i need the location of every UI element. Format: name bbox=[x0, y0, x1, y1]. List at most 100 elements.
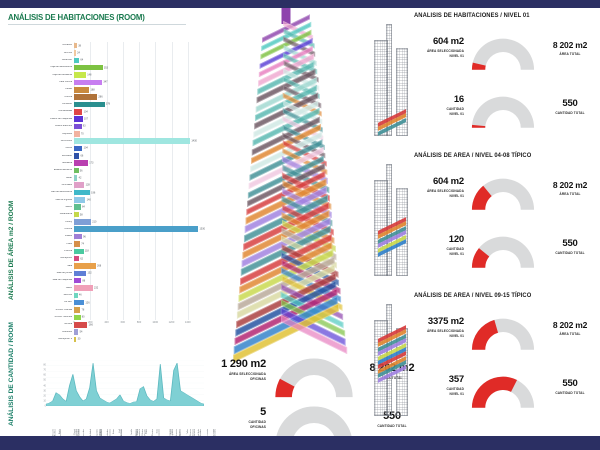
bar[interactable] bbox=[74, 108, 83, 115]
bar-chart-row[interactable]: Closet 188 bbox=[28, 86, 204, 93]
bar-chart-row[interactable]: Contabilidad 104 bbox=[28, 108, 204, 115]
bar-chart-row[interactable]: Hall de ascensores 196 bbox=[28, 189, 204, 196]
gauge-chart[interactable] bbox=[466, 172, 540, 212]
bar-chart-row[interactable]: Servicio 46 bbox=[28, 292, 204, 299]
bar[interactable] bbox=[74, 241, 80, 247]
bar-chart-row[interactable]: SS.HH. Damas 78 bbox=[28, 306, 204, 313]
bar-chart-row[interactable]: Sala de juntas 152 bbox=[28, 270, 204, 277]
bar[interactable] bbox=[74, 307, 81, 313]
bar-chart-row[interactable]: SS.HH. 126 bbox=[28, 299, 204, 306]
bar[interactable] bbox=[74, 101, 105, 108]
bar-chart-row[interactable]: Cuarto de máquinas 107 bbox=[28, 115, 204, 122]
bar[interactable] bbox=[74, 248, 84, 255]
bar[interactable] bbox=[74, 211, 79, 218]
bar-chart-row[interactable]: Pasillo 96 bbox=[28, 233, 204, 240]
bar[interactable] bbox=[74, 86, 90, 93]
gauge-chart[interactable] bbox=[466, 90, 540, 130]
bar-chart-row[interactable]: Escalera 173 bbox=[28, 160, 204, 167]
bar[interactable] bbox=[74, 72, 87, 78]
bar-chart-row[interactable]: Gimnasio 128 bbox=[28, 182, 204, 189]
bar[interactable] bbox=[74, 50, 76, 56]
bar[interactable] bbox=[74, 94, 98, 100]
bar-chart-row[interactable]: Caja de escaleras 148 bbox=[28, 71, 204, 78]
bar[interactable] bbox=[74, 42, 78, 49]
bar[interactable] bbox=[74, 255, 80, 262]
bar-chart-row[interactable]: Cuarto eléctrico 93 bbox=[28, 123, 204, 130]
bar-chart-row[interactable]: Estar 42 bbox=[28, 174, 204, 181]
bar-chart-row[interactable]: Almacén 38 bbox=[28, 42, 204, 49]
bar[interactable] bbox=[74, 321, 88, 328]
bar[interactable] bbox=[74, 299, 85, 306]
bar-chart-row[interactable]: Enfriador 66 bbox=[28, 152, 204, 159]
bim-tower-3d-model[interactable] bbox=[206, 8, 366, 363]
bar[interactable] bbox=[74, 197, 86, 203]
bar-chart-row[interactable]: Ducto 104 bbox=[28, 145, 204, 152]
bar[interactable] bbox=[74, 329, 79, 335]
bar-chart-row[interactable]: Patio 74 bbox=[28, 240, 204, 247]
bar[interactable] bbox=[74, 204, 81, 211]
gauge-chart[interactable] bbox=[466, 230, 540, 270]
gauge-chart[interactable] bbox=[268, 350, 360, 400]
tower-wireframe-diagram[interactable] bbox=[370, 304, 416, 428]
bar[interactable] bbox=[74, 233, 82, 240]
bar[interactable] bbox=[74, 219, 92, 225]
bar[interactable] bbox=[74, 314, 81, 321]
bar[interactable] bbox=[74, 189, 90, 196]
bar[interactable] bbox=[74, 263, 96, 269]
bar-chart-row[interactable]: Recepción 62 bbox=[28, 255, 204, 262]
bar-value-label: 232 bbox=[94, 286, 99, 290]
bar[interactable] bbox=[74, 123, 82, 130]
bar-chart-row[interactable]: Dormitorio 1430 bbox=[28, 137, 204, 144]
bar-value-label: 96 bbox=[82, 235, 86, 239]
bar-chart-row[interactable]: Hall de ingreso 140 bbox=[28, 196, 204, 203]
tower-wireframe-diagram[interactable] bbox=[370, 24, 416, 148]
bar-category-label: Archivo bbox=[63, 51, 73, 54]
bar[interactable] bbox=[74, 160, 89, 166]
bar[interactable] bbox=[74, 64, 103, 71]
bar-chart-row[interactable]: Caja de ascensores 353 bbox=[28, 64, 204, 71]
area-category-label: Hall bbox=[118, 429, 121, 433]
bar-chart-row[interactable]: Comedor 378 bbox=[28, 101, 204, 108]
bar-chart-row[interactable]: Estacionamiento 56 bbox=[28, 167, 204, 174]
bar-chart-row[interactable]: Salón 232 bbox=[28, 284, 204, 291]
bar[interactable] bbox=[74, 145, 83, 152]
bar-chart-row[interactable]: Piscina 118 bbox=[28, 248, 204, 255]
bar-chart-row[interactable]: Lavandería 58 bbox=[28, 211, 204, 218]
bar[interactable] bbox=[74, 270, 87, 277]
bar-track: 166 bbox=[74, 321, 204, 328]
bar[interactable] bbox=[74, 57, 80, 64]
tower-wireframe-diagram[interactable] bbox=[370, 164, 416, 288]
bar[interactable] bbox=[74, 226, 199, 233]
bar-value-label: 210 bbox=[92, 220, 97, 224]
bar-chart-row[interactable]: Recepción 2 30 bbox=[28, 336, 204, 343]
bar-chart-row[interactable]: Archivo 24 bbox=[28, 49, 204, 56]
bar[interactable] bbox=[74, 153, 80, 159]
bar-chart-row[interactable]: Terraza 166 bbox=[28, 321, 204, 328]
bar[interactable] bbox=[74, 277, 82, 284]
gauge-chart[interactable] bbox=[466, 370, 540, 410]
bar-chart-row[interactable]: Lobby 210 bbox=[28, 218, 204, 225]
bar[interactable] bbox=[74, 175, 78, 181]
gauge-chart[interactable] bbox=[466, 312, 540, 352]
bar[interactable] bbox=[74, 182, 85, 188]
bar[interactable] bbox=[74, 138, 191, 144]
bar-chart-row[interactable]: Cocina 286 bbox=[28, 93, 204, 100]
bar[interactable] bbox=[74, 285, 93, 291]
bar-track: 152 bbox=[74, 270, 204, 277]
bar-chart-row[interactable]: Sala de máquinas 88 bbox=[28, 277, 204, 284]
bar[interactable] bbox=[74, 79, 103, 86]
bar[interactable] bbox=[74, 336, 77, 343]
bar-chart-row[interactable]: SS.HH. Varones 80 bbox=[28, 314, 204, 321]
bar-chart-row[interactable]: Oficina 1530 bbox=[28, 226, 205, 233]
bar[interactable] bbox=[74, 167, 79, 174]
bar-chart-row[interactable]: Sala 268 bbox=[28, 262, 204, 269]
gauge-chart[interactable] bbox=[466, 32, 540, 72]
bar-chart-row[interactable]: Vestíbulo 54 bbox=[28, 328, 204, 335]
bar-chart-row[interactable]: Ascensor 64 bbox=[28, 57, 204, 64]
bar[interactable] bbox=[74, 131, 80, 137]
bar-chart-row[interactable]: Café cocina 347 bbox=[28, 79, 204, 86]
bar-chart-row[interactable]: Jardín 84 bbox=[28, 204, 204, 211]
bar[interactable] bbox=[74, 292, 78, 299]
bar-chart-row[interactable]: Depósito 70 bbox=[28, 130, 204, 137]
bar[interactable] bbox=[74, 116, 83, 122]
